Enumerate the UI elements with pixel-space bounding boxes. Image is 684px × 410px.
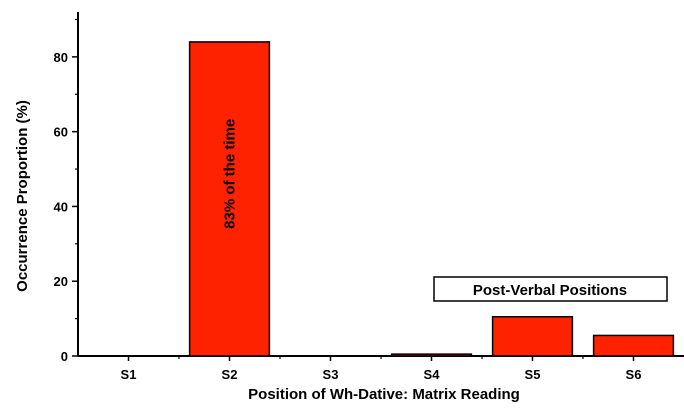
y-ticks: 0 20 40 60 80 [54,18,78,364]
bars [188,41,675,357]
y-axis-title: Occurrence Proportion (%) [14,100,31,292]
x-tick-label: S3 [323,367,339,382]
bar-s6 [592,334,675,357]
x-axis: S1 S2 S3 S4 S5 S6 [78,355,684,382]
y-tick-label: 40 [54,199,68,214]
x-ticks: S1 S2 S3 S4 S5 S6 [121,356,642,382]
bar-s2 [188,41,271,357]
x-axis-title: Position of Wh-Dative: Matrix Reading [248,386,520,403]
bar-s5 [491,315,574,357]
bar-annotation: 83% of the time [222,119,239,229]
x-tick-label: S2 [222,367,238,382]
y-tick-label: 60 [54,125,68,140]
x-tick-label: S1 [121,367,137,382]
label-box-frame [433,276,668,302]
x-tick-label: S6 [626,367,642,382]
x-tick-label: S4 [424,367,441,382]
y-tick-label: 0 [61,349,68,364]
y-axis: 0 20 40 60 80 [54,12,79,364]
y-tick-label: 80 [54,50,68,65]
x-tick-label: S5 [525,367,541,382]
label-box-text: Post-Verbal Positions [473,282,627,299]
y-tick-label: 20 [54,274,68,289]
post-verbal-label-box: Post-Verbal Positions [433,276,668,302]
bar-s4 [390,353,473,357]
